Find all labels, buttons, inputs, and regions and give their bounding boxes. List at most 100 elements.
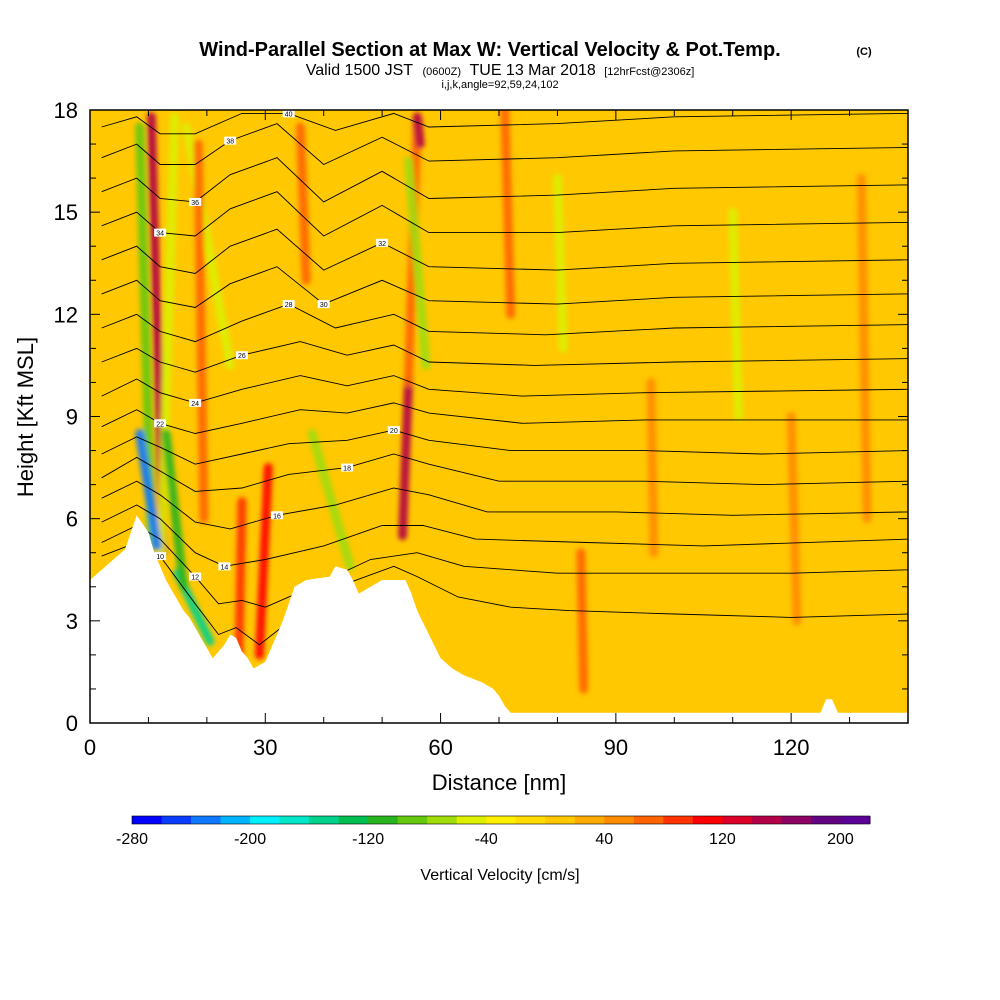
colorbar-tick-label: -40: [475, 831, 498, 848]
isentrope-24: [101, 375, 908, 404]
velocity-feature: [728, 207, 744, 421]
velocity-feature: [576, 548, 589, 694]
colorbar-label: Vertical Velocity [cm/s]: [420, 867, 579, 884]
isentrope-label: 30: [320, 302, 328, 309]
isentrope-label: 16: [273, 513, 281, 520]
velocity-feature: [856, 173, 872, 524]
isentrope-label-bg: [189, 572, 202, 581]
indices-label: i,j,k,angle=92,59,24,102: [441, 79, 558, 91]
colorbar-swatch: [663, 816, 694, 824]
colorbar-swatch: [338, 816, 369, 824]
plot-area: 10 12 14 16 18 20 22 24 26 28 30 32 34 36 38 40: [90, 110, 908, 723]
velocity-feature: [307, 429, 355, 571]
colorbar-swatch: [220, 816, 251, 824]
isentrope-label-bg: [341, 463, 354, 472]
isentrope-30: [101, 266, 908, 308]
velocity-feature: [156, 112, 180, 558]
colorbar-swatch: [545, 816, 576, 824]
chart-title: Wind-Parallel Section at Max W: Vertical…: [199, 39, 780, 61]
colorbar-swatch: [250, 816, 281, 824]
colorbar-swatch: [781, 816, 812, 824]
isentrope-16: [101, 480, 908, 530]
velocity-feature: [412, 112, 425, 149]
velocity-feature: [398, 377, 413, 541]
colorbar-swatch: [751, 816, 782, 824]
velocity-feature: [193, 139, 209, 524]
velocity-features: [135, 110, 872, 694]
x-tick-label: 0: [84, 735, 96, 760]
colorbar-tick-label: -120: [352, 831, 384, 848]
colorbar-swatch: [574, 816, 605, 824]
plot-background: [90, 110, 908, 723]
isentrope-label-bg: [387, 426, 400, 435]
subtitle-forecast: [12hrFcst@2306z]: [604, 66, 694, 78]
isentrope-label-bg: [189, 197, 202, 206]
isentrope-26: [101, 341, 908, 373]
isentrope-label: 10: [156, 554, 164, 561]
isentrope-38: [101, 123, 908, 166]
isentrope-label: 36: [191, 200, 199, 207]
isentrope-label: 26: [238, 353, 246, 360]
y-tick-label: 6: [66, 507, 78, 532]
y-tick-label: 18: [54, 98, 78, 123]
chart-subtitle: Valid 1500 JST (0600Z) TUE 13 Mar 2018 […: [306, 62, 695, 79]
isentrope-20: [101, 429, 908, 465]
colorbar-tick-label: 40: [595, 831, 613, 848]
velocity-feature: [254, 463, 273, 660]
colorbar-swatch: [161, 816, 192, 824]
isentrope-label-bg: [154, 228, 167, 237]
isentrope-14: [101, 504, 908, 567]
isentrope-label-bg: [376, 238, 389, 247]
y-tick-label: 0: [66, 711, 78, 736]
isentrope-label-bg: [235, 351, 248, 360]
isentrope-label: 14: [220, 564, 228, 571]
isentrope-label: 40: [285, 111, 293, 118]
colorbar-swatch: [722, 816, 753, 824]
isentrope-label-bg: [189, 398, 202, 407]
isentrope-36: [101, 157, 908, 203]
velocity-feature: [295, 122, 311, 285]
isentrope-label-bg: [218, 562, 231, 571]
colorbar-swatch: [515, 816, 546, 824]
isentrope-label: 20: [390, 428, 398, 435]
x-tick-label: 120: [773, 735, 810, 760]
y-tick-label: 3: [66, 609, 78, 634]
colorbar-swatch: [191, 816, 222, 824]
x-tick-label: 30: [253, 735, 277, 760]
colorbar-swatch: [427, 816, 458, 824]
y-tick-label: 12: [54, 302, 78, 327]
x-tick-label: 90: [604, 735, 628, 760]
velocity-feature: [403, 156, 431, 370]
colorbar-tick-label: -200: [234, 831, 266, 848]
velocity-feature: [500, 110, 516, 319]
subtitle-valid: Valid 1500 JST: [306, 62, 414, 79]
isentrope-label: 12: [191, 575, 199, 582]
y-tick-label: 15: [54, 200, 78, 225]
colorbar-swatch: [840, 816, 871, 824]
colorbar-swatch: [368, 816, 399, 824]
colorbar-swatch: [604, 816, 635, 824]
velocity-feature: [646, 377, 659, 558]
colorbar-swatch: [633, 816, 664, 824]
colorbar-tick-label: 200: [827, 831, 854, 848]
isentrope-label-bg: [282, 110, 295, 118]
isentrope-label: 24: [191, 401, 199, 408]
velocity-feature: [181, 122, 235, 370]
title-mark: (C): [856, 46, 872, 58]
isentrope-label: 34: [156, 231, 164, 238]
colorbar-frame: [131, 815, 871, 825]
colorbar-swatch: [309, 816, 340, 824]
colorbar: -280 -200 -120 -40 40 120 200: [116, 815, 871, 848]
isentrope-28: [101, 303, 908, 343]
isentrope-40: [101, 112, 908, 135]
velocity-feature: [786, 412, 802, 626]
colorbar-tick-label: -280: [116, 831, 148, 848]
x-tick-label: 60: [428, 735, 452, 760]
colorbar-swatch: [456, 816, 487, 824]
terrain-mask: [90, 515, 908, 723]
isentrope-label: 32: [378, 241, 386, 248]
colorbar-swatch: [397, 816, 428, 824]
isentrope-label: 22: [156, 421, 164, 428]
isentrope-label-bg: [270, 511, 283, 520]
